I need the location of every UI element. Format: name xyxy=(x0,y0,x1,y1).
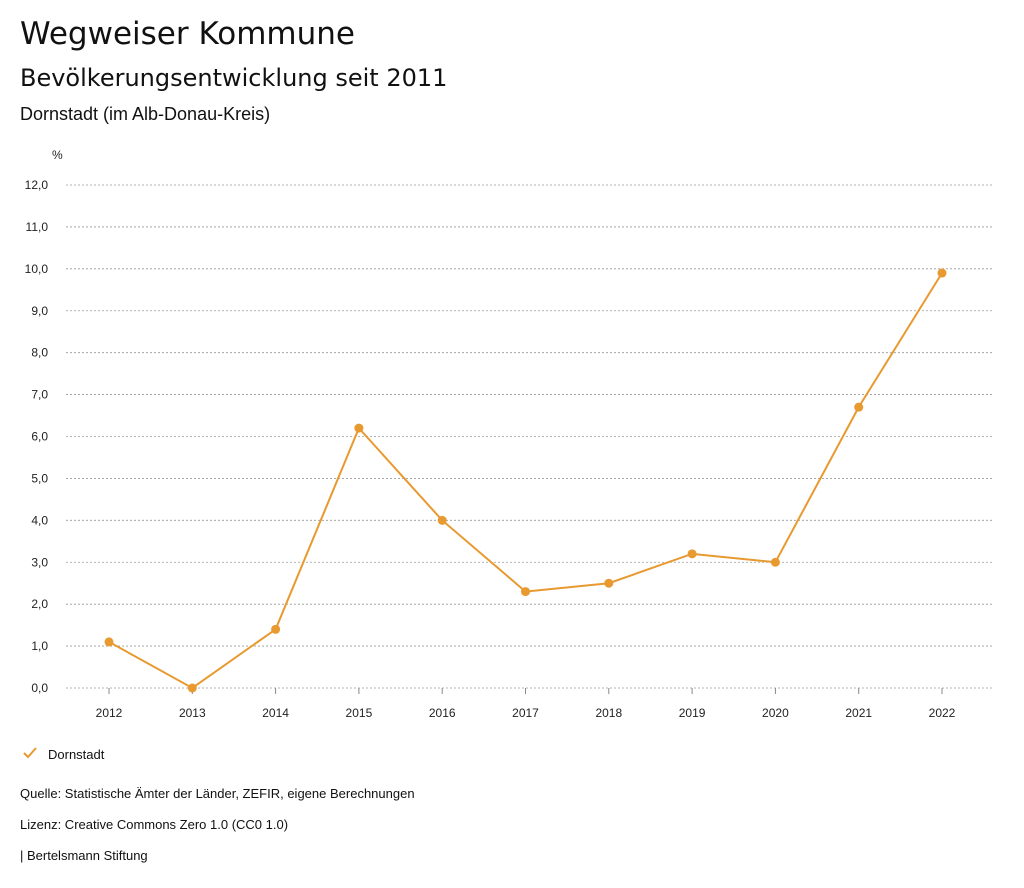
x-axis-ticks: 2012 2013 2014 2015 2016 2017 2018 2019 2020 2021… xyxy=(96,688,956,720)
data-point[interactable] xyxy=(437,515,447,525)
x-tick-label: 2015 xyxy=(346,706,373,720)
region-label: Dornstadt (im Alb-Donau-Kreis) xyxy=(20,104,271,124)
data-point[interactable] xyxy=(271,624,281,634)
x-tick-label: 2013 xyxy=(179,706,206,720)
x-tick-label: 2012 xyxy=(96,706,123,720)
data-point[interactable] xyxy=(770,557,780,567)
x-tick-label: 2019 xyxy=(679,706,706,720)
x-tick-label: 2014 xyxy=(262,706,289,720)
x-tick-label: 2020 xyxy=(762,706,789,720)
y-tick-label: 10,0 xyxy=(25,262,49,276)
series-line xyxy=(108,272,943,690)
y-tick-label: 11,0 xyxy=(26,220,49,234)
page-title: Wegweiser Kommune xyxy=(20,16,355,52)
source-note: Quelle: Statistische Ämter der Länder, Z… xyxy=(20,786,415,801)
data-point[interactable] xyxy=(187,683,197,693)
data-point[interactable] xyxy=(687,549,697,559)
data-point[interactable] xyxy=(104,637,114,647)
data-point[interactable] xyxy=(854,402,864,412)
y-tick-label: 7,0 xyxy=(31,388,48,402)
publisher-note: | Bertelsmann Stiftung xyxy=(20,848,148,863)
legend-label: Dornstadt xyxy=(48,747,105,762)
y-tick-label: 3,0 xyxy=(31,555,48,569)
y-tick-label: 6,0 xyxy=(31,430,48,444)
data-point[interactable] xyxy=(521,587,530,597)
y-axis-ticks: 0,0 1,0 2,0 3,0 4,0 5,0 6,0 7,0 8,0 9,0 10,0 11,0 12… xyxy=(25,178,49,695)
y-tick-label: 1,0 xyxy=(31,639,48,653)
checkmark-icon xyxy=(22,745,48,764)
chart-subtitle: Bevölkerungsentwicklung seit 2011 xyxy=(20,64,448,92)
legend[interactable]: Dornstadt xyxy=(22,745,104,764)
x-tick-label: 2016 xyxy=(429,706,456,720)
y-tick-label: 8,0 xyxy=(31,346,48,360)
x-tick-label: 2021 xyxy=(845,706,872,720)
data-point[interactable] xyxy=(937,268,947,278)
series-layer xyxy=(104,268,947,693)
y-tick-label: 9,0 xyxy=(31,304,48,318)
x-tick-label: 2018 xyxy=(595,706,622,720)
y-axis-unit: % xyxy=(52,148,63,162)
y-tick-label: 5,0 xyxy=(31,471,48,485)
y-tick-label: 4,0 xyxy=(31,513,48,527)
data-point[interactable] xyxy=(604,578,614,588)
y-tick-label: 0,0 xyxy=(31,681,48,695)
x-tick-label: 2022 xyxy=(929,706,956,720)
license-note: Lizenz: Creative Commons Zero 1.0 (CC0 1… xyxy=(20,817,289,832)
line-chart: 0,0 1,0 2,0 3,0 4,0 5,0 6,0 7,0 8,0 9,0 10,0 11,0 12… xyxy=(25,148,992,720)
x-tick-label: 2017 xyxy=(512,706,539,720)
grid-lines xyxy=(66,184,992,689)
y-tick-label: 2,0 xyxy=(31,597,48,611)
data-point[interactable] xyxy=(354,423,364,433)
y-tick-label: 12,0 xyxy=(25,178,49,192)
